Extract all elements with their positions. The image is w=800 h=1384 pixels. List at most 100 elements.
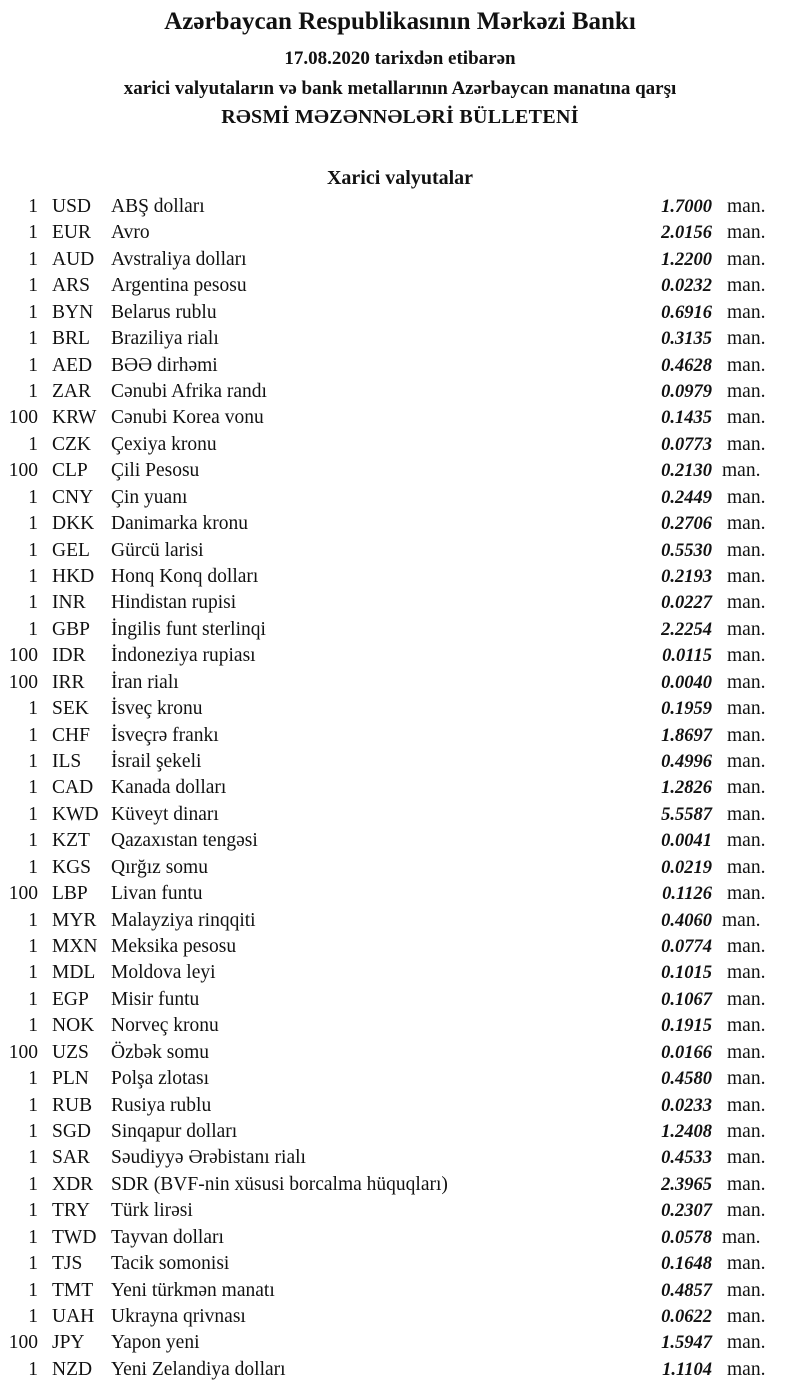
currency-code: USD xyxy=(52,196,92,217)
currency-code: HKD xyxy=(52,566,95,588)
rate-quantity: 100 xyxy=(8,1332,38,1354)
rate-value: 2.3965 xyxy=(661,1174,712,1195)
currency-name: İsveç kronu xyxy=(111,698,203,720)
unit-label: man. xyxy=(727,566,766,588)
rate-quantity: 1 xyxy=(28,275,38,297)
rate-row: 1 MYR Malayziya rinqqiti 0.4060 man. xyxy=(0,908,800,934)
currency-code: SEK xyxy=(52,698,89,720)
rate-row: 1 NZD Yeni Zelandiya dolları 1.1104 man. xyxy=(0,1357,800,1383)
rate-value: 2.2254 xyxy=(661,619,712,640)
rate-quantity: 100 xyxy=(8,883,38,905)
rate-quantity: 1 xyxy=(28,1200,38,1222)
rate-quantity: 1 xyxy=(28,222,38,244)
rate-row: 1 HKD Honq Konq dolları 0.2193 man. xyxy=(0,564,800,590)
effective-date: 17.08.2020 tarixdən etibarən xyxy=(284,48,516,69)
rate-row: 100 LBP Livan funtu 0.1126 man. xyxy=(0,881,800,907)
rate-value: 0.0578 xyxy=(661,1227,712,1248)
rate-quantity: 1 xyxy=(28,1279,38,1301)
rate-row: 100 IRR İran rialı 0.0040 man. xyxy=(0,670,800,696)
rate-value: 0.0979 xyxy=(661,382,712,402)
currency-name: Qazaxıstan tengəsi xyxy=(111,830,258,852)
currency-code: CLP xyxy=(52,460,88,482)
currency-name: Sinqapur dolları xyxy=(111,1121,238,1143)
rate-quantity: 1 xyxy=(28,1015,38,1037)
rate-value: 0.1015 xyxy=(661,963,712,984)
rate-value: 0.4060 xyxy=(661,910,712,931)
rate-row: 100 KRW Cənubi Korea vonu 0.1435 man. xyxy=(0,405,800,431)
rate-value: 0.2449 xyxy=(661,487,712,508)
rate-row: 1 USD ABŞ dolları 1.7000 man. xyxy=(0,194,800,220)
unit-label: man. xyxy=(722,1226,761,1248)
rate-row: 1 PLN Polşa zlotası 0.4580 man. xyxy=(0,1066,800,1092)
rate-row: 1 GEL Gürcü larisi 0.5530 man. xyxy=(0,538,800,564)
rate-value: 0.4580 xyxy=(661,1069,712,1090)
rate-row: 100 JPY Yapon yeni 1.5947 man. xyxy=(0,1330,800,1356)
currency-name: Yeni Zelandiya dolları xyxy=(111,1358,286,1380)
currency-name: Misir funtu xyxy=(111,988,200,1010)
rate-quantity: 1 xyxy=(28,909,38,931)
currency-name: Moldova leyi xyxy=(111,962,216,984)
currency-code: EUR xyxy=(52,222,91,244)
currency-name: Cənubi Afrika randı xyxy=(111,381,267,402)
currency-code: MDL xyxy=(52,962,96,984)
unit-label: man. xyxy=(727,196,766,217)
unit-label: man. xyxy=(727,381,766,402)
unit-label: man. xyxy=(727,328,766,350)
rate-row: 1 CZK Çexiya kronu 0.0773 man. xyxy=(0,432,800,458)
unit-label: man. xyxy=(727,1358,766,1380)
currency-name: Gürcü larisi xyxy=(111,539,204,561)
currency-code: TWD xyxy=(52,1226,97,1248)
unit-label: man. xyxy=(727,962,766,984)
bank-title: Azərbaycan Respublikasının Mərkəzi Bankı xyxy=(164,8,636,35)
rate-value: 0.0166 xyxy=(661,1042,712,1063)
rate-quantity: 1 xyxy=(28,962,38,984)
rate-quantity: 100 xyxy=(8,407,38,429)
currency-name: İndoneziya rupiası xyxy=(111,645,256,667)
currency-name: Ukrayna qrivnası xyxy=(111,1306,246,1328)
rate-quantity: 1 xyxy=(28,830,38,852)
rate-quantity: 1 xyxy=(28,433,38,455)
rate-row: 1 KGS Qırğız somu 0.0219 man. xyxy=(0,855,800,881)
rate-value: 0.2706 xyxy=(661,514,712,535)
currency-name: İran rialı xyxy=(111,671,179,693)
currency-code: KZT xyxy=(52,830,90,852)
currency-name: İngilis funt sterlinqi xyxy=(111,618,266,640)
bulletin-title: RƏSMİ MƏZƏNNƏLƏRİ BÜLLETENİ xyxy=(221,106,579,128)
rate-value: 0.4628 xyxy=(661,355,712,376)
rate-quantity: 1 xyxy=(28,1147,38,1169)
rate-value: 5.5587 xyxy=(661,804,712,825)
rate-value: 0.0115 xyxy=(662,646,712,667)
rate-quantity: 1 xyxy=(28,248,38,270)
currency-name: Malayziya rinqqiti xyxy=(111,909,256,931)
subtitle: xarici valyutaların və bank metallarının… xyxy=(123,78,677,99)
rate-value: 0.2193 xyxy=(661,567,712,588)
rate-row: 1 TRY Türk lirəsi 0.2307 man. xyxy=(0,1198,800,1224)
rate-quantity: 1 xyxy=(28,1253,38,1275)
unit-label: man. xyxy=(727,354,766,376)
rate-quantity: 1 xyxy=(28,1226,38,1248)
unit-label: man. xyxy=(727,751,766,773)
currency-code: NOK xyxy=(52,1015,95,1037)
unit-label: man. xyxy=(727,1279,766,1301)
rate-row: 100 UZS Özbək somu 0.0166 man. xyxy=(0,1040,800,1066)
rate-quantity: 1 xyxy=(28,618,38,640)
rate-value: 0.3135 xyxy=(661,329,712,350)
currency-code: IDR xyxy=(52,645,86,667)
rate-value: 0.0232 xyxy=(661,276,712,297)
currency-code: IRR xyxy=(52,671,85,693)
unit-label: man. xyxy=(727,856,766,878)
section-title: Xarici valyutalar xyxy=(326,167,474,189)
rate-quantity: 1 xyxy=(28,1306,38,1328)
unit-label: man. xyxy=(727,513,766,535)
unit-label: man. xyxy=(727,645,766,667)
unit-label: man. xyxy=(727,803,766,825)
currency-code: CZK xyxy=(52,433,91,455)
rate-quantity: 1 xyxy=(28,724,38,746)
rate-quantity: 1 xyxy=(28,328,38,350)
currency-name: Kanada dolları xyxy=(111,777,227,799)
rate-quantity: 1 xyxy=(28,1068,38,1090)
currency-code: TJS xyxy=(52,1253,83,1275)
currency-name: Yapon yeni xyxy=(111,1332,200,1354)
rate-row: 1 ARS Argentina pesosu 0.0232 man. xyxy=(0,273,800,299)
rate-quantity: 1 xyxy=(28,301,38,323)
